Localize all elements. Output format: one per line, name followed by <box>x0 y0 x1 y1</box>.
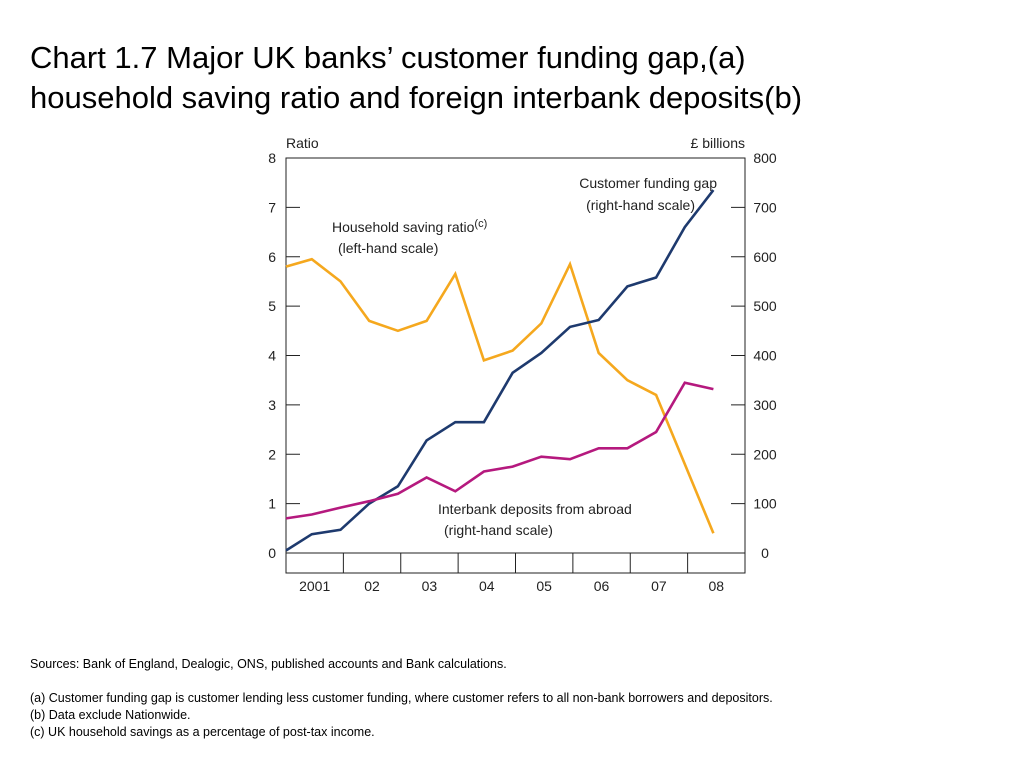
series-scale-note-interbank-deposits: (right-hand scale) <box>444 522 553 538</box>
left-tick-label: 4 <box>268 348 276 364</box>
right-tick-label: 600 <box>753 249 777 265</box>
customer-funding-gap-line <box>285 189 715 552</box>
interbank-deposits-line <box>285 381 714 520</box>
right-tick-label: 300 <box>753 397 777 413</box>
chart-title-line-2: household saving ratio and foreign inter… <box>30 80 803 115</box>
right-tick-label: 500 <box>753 298 777 314</box>
x-tick-label: 04 <box>479 578 495 594</box>
left-tick-label: 5 <box>268 298 276 314</box>
line-chart: 0 1 2 3 4 5 6 7 8 0 100 200 300 400 500 600 700 800 2001… <box>268 135 777 594</box>
series-scale-note-household-saving: (left-hand scale) <box>338 240 438 256</box>
footnote-b: (b) Data exclude Nationwide. <box>30 708 191 722</box>
right-axis-label: £ billions <box>691 135 745 151</box>
right-tick-label: 800 <box>753 150 777 166</box>
right-tick-label: 100 <box>753 496 777 512</box>
series-label-customer-funding-gap: Customer funding gap <box>579 175 717 191</box>
left-tick-label: 3 <box>268 397 276 413</box>
chart-notes: Sources: Bank of England, Dealogic, ONS,… <box>30 656 773 741</box>
series-scale-note-customer-funding-gap: (right-hand scale) <box>586 197 695 213</box>
right-tick-label: 700 <box>753 199 777 215</box>
x-tick-label: 03 <box>422 578 438 594</box>
x-axis-ticks: 2001 02 03 04 05 06 07 08 <box>285 553 746 594</box>
left-axis-ticks: 0 1 2 3 4 5 6 7 8 <box>268 150 300 561</box>
footnote-a: (a) Customer funding gap is customer len… <box>30 691 773 705</box>
left-tick-label: 1 <box>268 496 276 512</box>
notes-spacer <box>30 673 773 690</box>
series-layer <box>285 189 715 552</box>
series-label-interbank-deposits: Interbank deposits from abroad <box>438 501 632 517</box>
x-tick-label: 06 <box>594 578 610 594</box>
right-tick-label: 200 <box>753 446 777 462</box>
x-tick-label: 07 <box>651 578 667 594</box>
chart-title: Chart 1.7 Major UK banks’ customer fundi… <box>30 38 1010 118</box>
left-tick-label: 6 <box>268 249 276 265</box>
household-saving-ratio-line <box>285 257 715 534</box>
right-tick-label: 400 <box>753 348 777 364</box>
series-label-household-saving-name: Household saving ratio <box>332 219 475 235</box>
x-tick-label: 2001 <box>299 578 330 594</box>
series-label-household-saving-superscript: (c) <box>474 218 487 230</box>
left-tick-label: 8 <box>268 150 276 166</box>
series-label-household-saving: Household saving ratio(c) <box>332 218 487 235</box>
right-axis-ticks: 0 100 200 300 400 500 600 700 800 <box>731 150 777 561</box>
sources-note: Sources: Bank of England, Dealogic, ONS,… <box>30 657 507 671</box>
x-tick-label: 08 <box>709 578 725 594</box>
right-tick-label: 0 <box>761 545 769 561</box>
left-tick-label: 2 <box>268 446 276 462</box>
left-tick-label: 0 <box>268 545 276 561</box>
left-tick-label: 7 <box>268 199 276 215</box>
left-axis-label: Ratio <box>286 135 319 151</box>
x-tick-label: 02 <box>364 578 380 594</box>
chart-title-line-1: Chart 1.7 Major UK banks’ customer fundi… <box>30 40 746 75</box>
footnote-c: (c) UK household savings as a percentage… <box>30 725 375 739</box>
x-tick-label: 05 <box>536 578 552 594</box>
